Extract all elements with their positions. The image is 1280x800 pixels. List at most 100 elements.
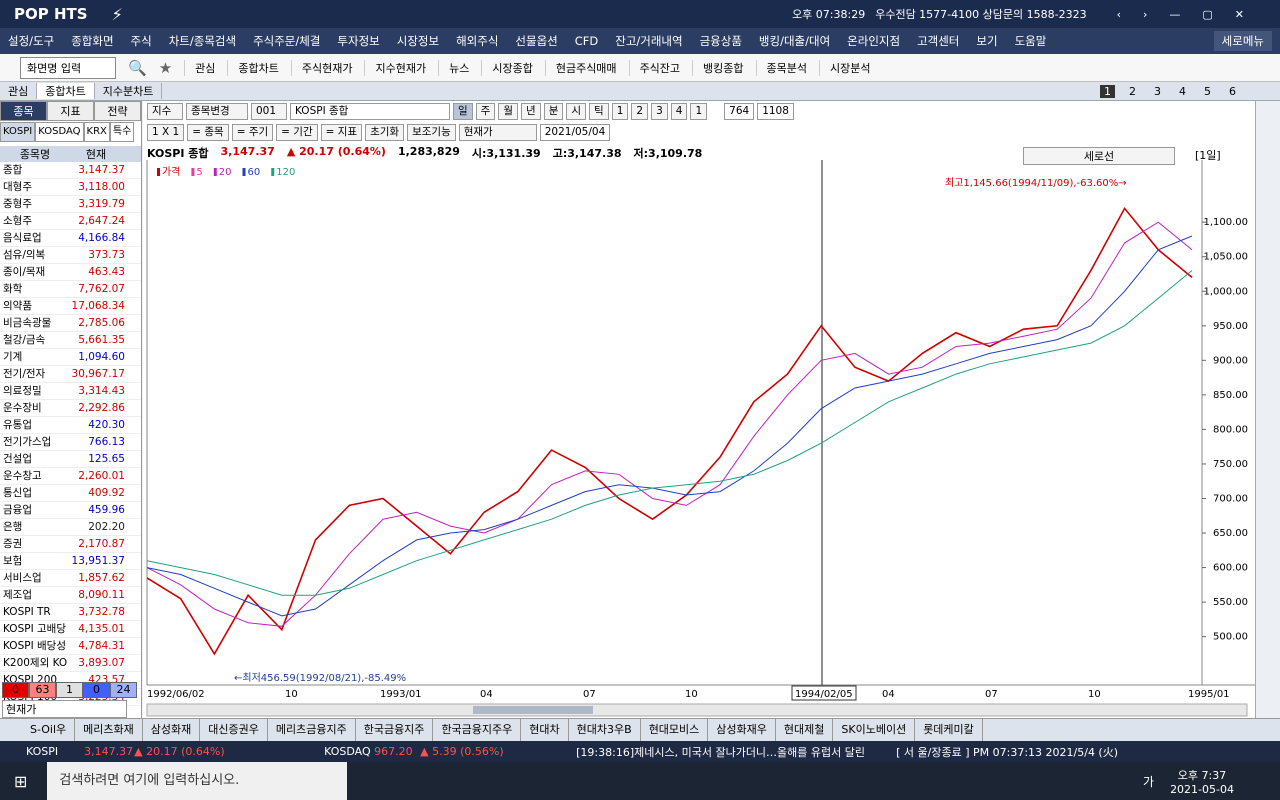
list-row[interactable]: 금융업 459.96 (0, 502, 141, 519)
page-button[interactable]: 4 (1179, 84, 1186, 98)
menu-item[interactable]: CFD (574, 34, 599, 48)
menu-item[interactable]: 도움말 (1014, 34, 1047, 48)
page-button[interactable]: 2 (1129, 84, 1136, 98)
list-row[interactable]: 음식료업 4,166.84 (0, 230, 141, 247)
chart-select[interactable]: 종목변경 (186, 103, 248, 120)
list-row[interactable]: 전기가스업 766.13 (0, 434, 141, 451)
sync-button[interactable]: = 기간 (276, 124, 318, 141)
toolbar-link[interactable]: 종합차트 (227, 59, 279, 76)
stock-tab[interactable]: 메리츠금융지주 (268, 719, 356, 741)
list-row[interactable]: 은행 202.20 (0, 519, 141, 536)
toolbar-link[interactable]: 뱅킹종합 (692, 59, 744, 76)
chart-select[interactable]: 지수 (147, 103, 183, 120)
list-row[interactable]: 건설업 125.65 (0, 451, 141, 468)
stock-tab[interactable]: 현대차3우B (569, 719, 641, 741)
sync-button[interactable]: = 주기 (231, 124, 274, 141)
list-row[interactable]: 통신업 409.92 (0, 485, 141, 502)
start-button[interactable]: ⊞ (14, 771, 28, 791)
tab[interactable]: 지수분차트 (95, 83, 163, 99)
list-row[interactable]: 증권 2,170.87 (0, 536, 141, 553)
stock-tab[interactable]: 한국금융지주우 (433, 719, 522, 741)
chart-button[interactable]: 초기화 (365, 124, 405, 141)
list-row[interactable]: 종이/목재 463.43 (0, 264, 141, 281)
sync-button[interactable]: = 지표 (320, 124, 363, 141)
list-row[interactable]: KOSPI 고배당 4,135.01 (0, 621, 141, 638)
stock-tab[interactable]: 현대차 (521, 719, 569, 741)
page-button[interactable]: 5 (1204, 84, 1211, 98)
toolbar-link[interactable]: 주식현재가 (290, 59, 352, 76)
bolt-icon[interactable]: ⚡ (111, 4, 123, 24)
menu-item[interactable]: 선물옵션 (515, 34, 558, 48)
chart-select[interactable]: 001 (251, 103, 287, 120)
sub-tab[interactable]: KRX (83, 122, 110, 142)
list-row[interactable]: 소형주 2,647.24 (0, 213, 141, 230)
list-row[interactable]: K200제외 KO 3,893.07 (0, 655, 141, 672)
toolbar-link[interactable]: 주식잔고 (628, 59, 680, 76)
list-row[interactable]: 기계 1,094.60 (0, 349, 141, 366)
stock-tab[interactable]: 한국금융지주 (356, 719, 434, 741)
search-box[interactable]: 검색하려면 여기에 입력하십시오. (47, 762, 348, 800)
left-tab[interactable]: 전략 (94, 101, 141, 121)
list-row[interactable]: 서비스업 1,857.62 (0, 570, 141, 587)
toolbar-link[interactable]: 종목분석 (755, 59, 807, 76)
stock-tab[interactable]: 메리츠화재 (75, 719, 143, 741)
list-row[interactable]: 의약품 17,068.34 (0, 298, 141, 315)
toolbar-link[interactable]: 시장분석 (819, 59, 871, 76)
interval-button[interactable]: 3 (651, 103, 668, 120)
chart-button[interactable]: 현재가 (458, 124, 537, 141)
toolbar-link[interactable]: 뉴스 (438, 59, 469, 76)
search-icon[interactable]: 🔍 (128, 58, 147, 77)
toolbar-link[interactable]: 관심 (184, 59, 215, 76)
list-row[interactable]: 전기/전자 30,967.17 (0, 366, 141, 383)
menu-item[interactable]: 고객센터 (917, 34, 960, 48)
stock-tab[interactable]: 현대모비스 (641, 719, 709, 741)
period-button[interactable]: 주 (475, 103, 496, 120)
list-row[interactable]: 철강/금속 5,661.35 (0, 332, 141, 349)
date-input[interactable]: 2021/05/04 (539, 124, 611, 141)
menu-item[interactable]: 투자정보 (337, 34, 380, 48)
stock-tab[interactable]: 대신증권우 (200, 719, 268, 741)
menu-item[interactable]: 차트/종목검색 (168, 34, 237, 48)
period-button[interactable]: 일 (453, 103, 473, 120)
stock-tab[interactable]: 현대제철 (776, 719, 834, 741)
left-tab[interactable]: 종목 (0, 101, 47, 121)
list-row[interactable]: 섬유/의복 373.73 (0, 247, 141, 264)
list-row[interactable]: 보험 13,951.37 (0, 553, 141, 570)
stock-tab[interactable]: SK이노베이션 (833, 719, 916, 741)
period-button[interactable]: 년 (521, 103, 541, 120)
stock-tab[interactable]: 삼성화재 (143, 719, 201, 741)
menu-item[interactable]: 뱅킹/대출/대여 (758, 34, 831, 48)
list-row[interactable]: 제조업 8,090.11 (0, 587, 141, 604)
count-input[interactable]: 764 (724, 103, 755, 120)
sub-tab[interactable]: KOSPI (0, 122, 36, 142)
sub-tab[interactable]: KOSDAQ (35, 122, 84, 142)
menu-item[interactable]: 주식 (130, 34, 152, 48)
menu-item[interactable]: 종합화면 (71, 34, 114, 48)
stock-tab[interactable]: 삼성화재우 (708, 719, 776, 741)
menu-item[interactable]: 주식주문/체결 (253, 34, 321, 48)
chart-button[interactable]: 보조기능 (407, 124, 456, 141)
list-row[interactable]: 화학 7,762.07 (0, 281, 141, 298)
list-row[interactable]: 종합 3,147.37 (0, 162, 141, 179)
period-button[interactable]: 시 (566, 103, 587, 120)
menu-item[interactable]: 보기 (976, 34, 998, 48)
interval-button[interactable]: 4 (670, 103, 688, 120)
period-button[interactable]: 분 (543, 103, 564, 120)
list-row[interactable]: 운수창고 2,260.01 (0, 468, 141, 485)
tab[interactable]: 관심 (0, 83, 38, 99)
tray-clock[interactable]: 오후 7:37 2021-05-04 (1170, 767, 1234, 796)
layout-button[interactable]: 1 X 1 (147, 124, 185, 141)
stock-tab[interactable]: S-Oil우 (22, 719, 76, 741)
interval-button[interactable]: 1 (690, 103, 708, 120)
stock-tab[interactable]: 롯데케미칼 (915, 719, 983, 741)
period-button[interactable]: 틱 (589, 103, 609, 120)
toolbar-link[interactable]: 현금주식매매 (544, 59, 617, 76)
list-row[interactable]: KOSPI TR 3,732.78 (0, 604, 141, 621)
menu-item[interactable]: 설정/도구 (8, 34, 55, 48)
list-row[interactable]: 비금속광물 2,785.06 (0, 315, 141, 332)
screen-input[interactable]: 화면명 입력 (20, 56, 116, 79)
page-button[interactable]: 3 (1154, 84, 1161, 98)
list-row[interactable]: 중형주 3,319.79 (0, 196, 141, 213)
star-icon[interactable]: ★ (158, 58, 173, 77)
page-button[interactable]: 1 (1100, 84, 1115, 98)
